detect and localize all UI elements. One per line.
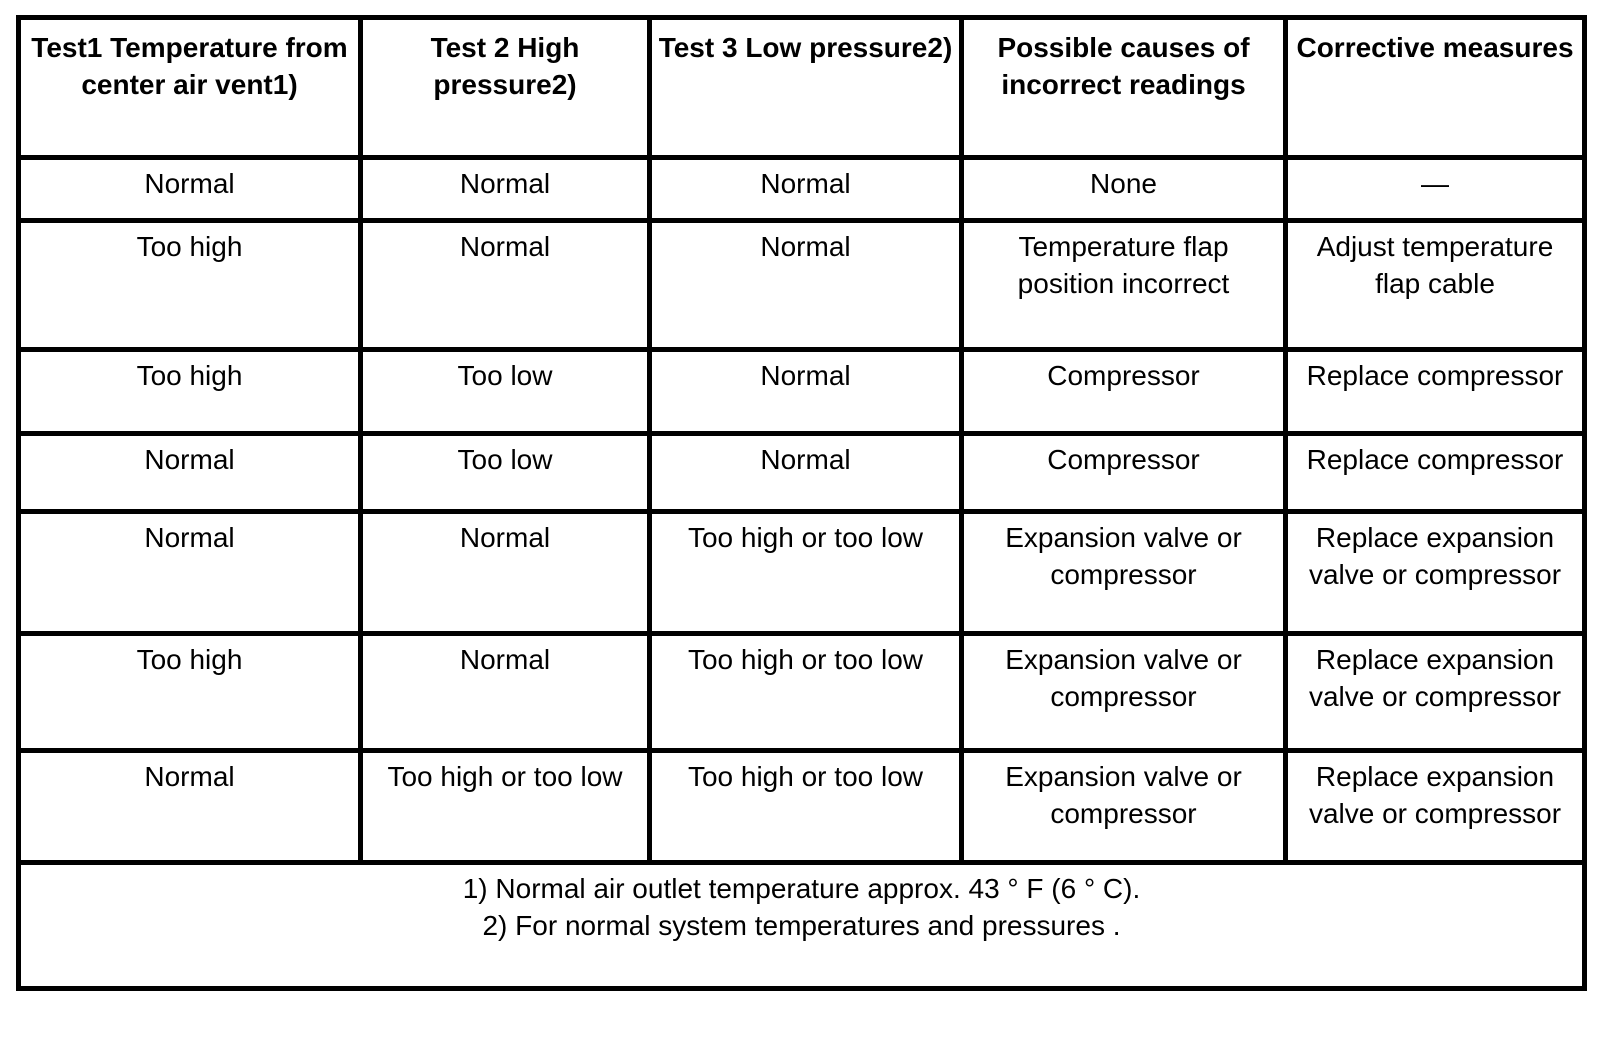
column-header-test1-temperature: Test1 Temperature from center air vent1) (16, 15, 363, 160)
table-cell: — (1283, 155, 1587, 223)
table-cell: Too low (358, 347, 652, 436)
table-cell: Normal (16, 748, 363, 865)
table-cell: Replace compressor (1283, 347, 1587, 436)
table-cell: Normal (358, 631, 652, 753)
table-cell: Replace expansion valve or compressor (1283, 631, 1587, 753)
table-cell: Compressor (959, 347, 1288, 436)
footnote-cell: 1) Normal air outlet temperature approx.… (16, 860, 1587, 991)
column-header-corrective-measures: Corrective measures (1283, 15, 1587, 160)
table-cell: Normal (358, 218, 652, 352)
table-cell: Expansion valve or compressor (959, 509, 1288, 636)
column-header-test2-high-pressure: Test 2 High pressure2) (358, 15, 652, 160)
table-row: Too high Normal Normal Temperature flap … (16, 218, 1587, 352)
table-cell: Normal (16, 155, 363, 223)
table-cell: Replace expansion valve or compressor (1283, 509, 1587, 636)
footnote-1: 1) Normal air outlet temperature approx.… (462, 873, 1141, 904)
table-header-row: Test1 Temperature from center air vent1)… (16, 15, 1587, 160)
table-cell: Normal (647, 155, 964, 223)
table-cell: Normal (16, 509, 363, 636)
table-row: Normal Normal Too high or too low Expans… (16, 509, 1587, 636)
table-cell: Too high (16, 631, 363, 753)
table-cell: Too high or too low (647, 748, 964, 865)
table-row: Normal Too low Normal Compressor Replace… (16, 431, 1587, 514)
table-cell: Normal (358, 155, 652, 223)
table-cell: Too low (358, 431, 652, 514)
table-cell: Replace expansion valve or compressor (1283, 748, 1587, 865)
table-cell: Normal (358, 509, 652, 636)
table-cell: Temperature flap position incorrect (959, 218, 1288, 352)
table-cell: Replace compressor (1283, 431, 1587, 514)
table-cell: Normal (16, 431, 363, 514)
ac-diagnostic-table: Test1 Temperature from center air vent1)… (16, 15, 1587, 991)
table-row: Normal Normal Normal None — (16, 155, 1587, 223)
table-cell: Normal (647, 431, 964, 514)
table-cell: Normal (647, 218, 964, 352)
table-cell: Too high (16, 347, 363, 436)
table-cell: None (959, 155, 1288, 223)
table-cell: Too high (16, 218, 363, 352)
footnote-row: 1) Normal air outlet temperature approx.… (16, 860, 1587, 991)
table-cell: Too high or too low (647, 631, 964, 753)
table-cell: Too high or too low (358, 748, 652, 865)
column-header-possible-causes: Possible causes of incorrect readings (959, 15, 1288, 160)
table-cell: Expansion valve or compressor (959, 748, 1288, 865)
footnote-2: 2) For normal system temperatures and pr… (482, 909, 1121, 941)
table-cell: Compressor (959, 431, 1288, 514)
table-row: Normal Too high or too low Too high or t… (16, 748, 1587, 865)
column-header-test3-low-pressure: Test 3 Low pressure2) (647, 15, 964, 160)
table-cell: Too high or too low (647, 509, 964, 636)
table-cell: Expansion valve or compressor (959, 631, 1288, 753)
table-row: Too high Normal Too high or too low Expa… (16, 631, 1587, 753)
table-cell: Normal (647, 347, 964, 436)
table-row: Too high Too low Normal Compressor Repla… (16, 347, 1587, 436)
table-cell: Adjust temperature flap cable (1283, 218, 1587, 352)
